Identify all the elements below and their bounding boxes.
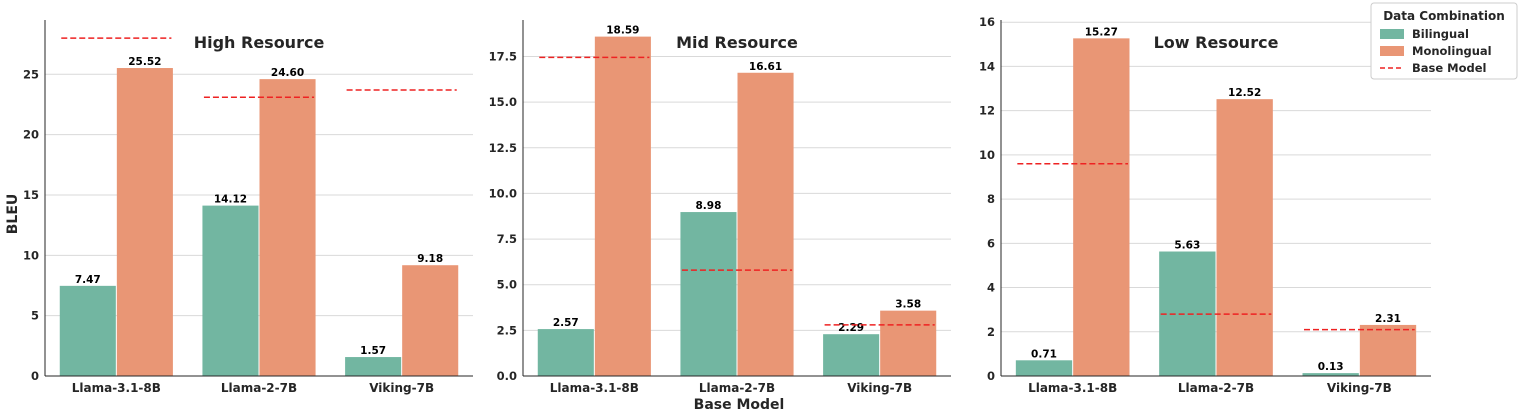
data-label: 16.61 (749, 61, 782, 73)
x-axis-label: Base Model (694, 397, 785, 413)
bar-bilingual (537, 329, 594, 376)
y-tick-label: 17.5 (489, 50, 517, 64)
y-tick-label: 4 (987, 281, 995, 295)
panel-title: Mid Resource (676, 33, 798, 52)
y-tick-label: 16 (979, 15, 995, 29)
y-tick-label: 10 (979, 148, 995, 162)
panel-title: High Resource (194, 33, 325, 52)
y-tick-label: 8 (987, 192, 995, 206)
bar-monolingual (1216, 99, 1273, 376)
y-tick-label: 0 (31, 369, 39, 383)
x-tick-label: Llama-3.1-8B (550, 381, 639, 395)
x-tick-label: Viking-7B (847, 381, 912, 395)
y-tick-label: 12.5 (489, 141, 517, 155)
x-tick-label: Llama-3.1-8B (1028, 381, 1117, 395)
legend: Data Combination Bilingual Monolingual Bas… (1370, 2, 1518, 80)
x-tick-label: Llama-2-7B (699, 381, 775, 395)
data-label: 2.57 (553, 317, 579, 329)
x-tick-label: Viking-7B (1327, 381, 1392, 395)
legend-swatch (1380, 29, 1404, 39)
data-label: 24.60 (271, 67, 304, 79)
bar-bilingual (680, 212, 737, 376)
y-tick-label: 5 (31, 309, 39, 323)
data-label: 12.52 (1228, 87, 1261, 99)
y-tick-label: 7.5 (497, 232, 517, 246)
y-axis-label: BLEU (5, 194, 21, 235)
bar-monolingual (880, 310, 937, 376)
data-label: 18.59 (606, 25, 639, 37)
legend-box (1370, 2, 1518, 80)
bar-bilingual (1015, 360, 1073, 376)
legend-swatch (1380, 46, 1404, 56)
y-tick-label: 5.0 (497, 278, 517, 292)
data-label: 9.18 (417, 253, 443, 265)
y-tick-label: 20 (23, 128, 39, 142)
x-tick-label: Llama-2-7B (1178, 381, 1254, 395)
legend-label: Base Model (1412, 61, 1487, 75)
bar-bilingual (345, 357, 402, 376)
y-tick-label: 10 (23, 248, 39, 262)
x-tick-label: Llama-2-7B (221, 381, 297, 395)
bar-bilingual (823, 334, 880, 376)
y-tick-label: 15.0 (489, 95, 517, 109)
y-tick-label: 6 (987, 236, 995, 250)
data-label: 0.13 (1318, 361, 1344, 373)
data-label: 14.12 (214, 194, 247, 206)
bar-bilingual (59, 285, 116, 376)
bar-bilingual (202, 205, 259, 376)
legend-title: Data Combination (1383, 9, 1505, 23)
data-label: 3.58 (895, 299, 921, 311)
legend-label: Monolingual (1412, 44, 1492, 58)
y-tick-label: 0 (987, 369, 995, 383)
legend-item-bilingual: Bilingual (1380, 27, 1469, 41)
bar-monolingual (1359, 324, 1417, 376)
bar-bilingual (1302, 373, 1359, 376)
y-tick-label: 14 (979, 59, 995, 73)
bar-monolingual (259, 79, 316, 376)
data-label: 7.47 (75, 274, 101, 286)
y-tick-label: 15 (23, 188, 39, 202)
panel-title: Low Resource (1154, 33, 1279, 52)
data-label: 2.29 (838, 322, 864, 334)
bar-monolingual (116, 68, 173, 376)
data-label: 2.31 (1375, 313, 1401, 325)
data-label: 0.71 (1031, 348, 1057, 360)
bar-monolingual (402, 265, 459, 376)
y-tick-label: 2 (987, 325, 995, 339)
y-tick-label: 10.0 (489, 186, 517, 200)
bar-monolingual (594, 36, 651, 376)
y-tick-label: 2.5 (497, 323, 517, 337)
data-label: 15.27 (1085, 26, 1118, 38)
panel-3: 0 2 4 6 8 10 12 14 16 Low Resource 0.71 15.27 Llama-… (979, 15, 1431, 395)
bar-monolingual (1073, 38, 1130, 377)
legend-items: Bilingual Monolingual Base Model (1380, 27, 1492, 75)
y-tick-label: 0.0 (497, 369, 517, 383)
legend-label: Bilingual (1412, 27, 1469, 41)
legend-item-base: Base Model (1380, 61, 1487, 75)
bar-monolingual (737, 72, 794, 377)
x-tick-label: Llama-3.1-8B (72, 381, 161, 395)
data-label: 8.98 (696, 200, 722, 212)
y-tick-label: 12 (979, 104, 995, 118)
data-label: 1.57 (360, 345, 386, 357)
data-label: 25.52 (128, 56, 161, 68)
data-label: 5.63 (1174, 240, 1200, 252)
legend-item-monolingual: Monolingual (1380, 44, 1492, 58)
panel-2: 0.0 2.5 5.0 7.5 10.0 12.5 15.0 17.5 Mid Resource… (489, 20, 951, 395)
panel-1: 0 5 10 15 20 25 High Resource 7.47 25.52 Llama-3.… (23, 20, 473, 395)
x-tick-label: Viking-7B (369, 381, 434, 395)
y-tick-label: 25 (23, 67, 39, 81)
